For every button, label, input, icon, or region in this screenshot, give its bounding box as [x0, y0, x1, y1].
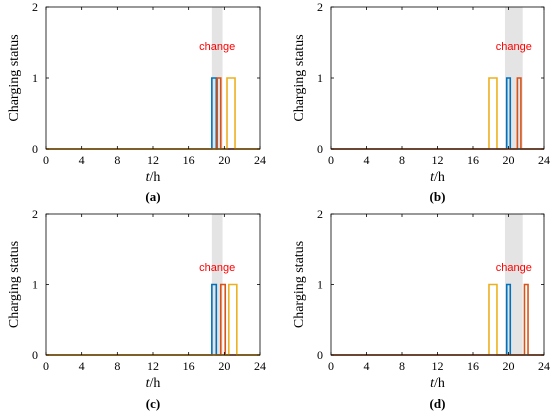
y-tick-label: 0: [32, 348, 38, 362]
panel-caption: (d): [430, 396, 446, 411]
y-tick-label: 0: [32, 142, 38, 156]
x-tick-label: 0: [328, 359, 334, 373]
x-axis-label: t/h: [430, 376, 445, 391]
x-axis-label: t/h: [146, 170, 161, 185]
x-tick-label: 24: [538, 153, 550, 167]
x-tick-label: 8: [114, 359, 120, 373]
x-tick-label: 12: [432, 359, 444, 373]
y-tick-label: 2: [32, 207, 38, 221]
series-line-1: [46, 77, 260, 150]
change-annotation: change: [496, 262, 532, 274]
x-axis-label-var: t: [430, 376, 435, 391]
series-line-2: [46, 77, 260, 150]
x-tick-label: 0: [328, 153, 334, 167]
x-tick-label: 8: [114, 153, 120, 167]
change-region: [504, 7, 523, 149]
x-axis-label-var: t: [146, 376, 151, 391]
x-tick-label: 20: [218, 359, 230, 373]
x-tick-label: 4: [79, 359, 85, 373]
x-tick-label: 16: [183, 153, 195, 167]
y-tick-label: 2: [317, 0, 323, 14]
panel-caption: (b): [430, 189, 446, 204]
y-tick-label: 2: [32, 0, 38, 14]
x-tick-label: 16: [467, 153, 479, 167]
x-tick-label: 0: [43, 153, 49, 167]
x-tick-label: 4: [364, 153, 370, 167]
y-axis-label: Charging status: [292, 241, 307, 328]
x-axis-label: t/h: [430, 170, 445, 185]
x-tick-label: 0: [43, 359, 49, 373]
axes-frame: [45, 213, 261, 356]
x-tick-label: 8: [399, 153, 405, 167]
x-axis-label: t/h: [146, 376, 161, 391]
x-tick-label: 20: [503, 359, 515, 373]
change-annotation: change: [199, 262, 235, 274]
y-axis-label: Charging status: [292, 34, 307, 121]
panel-caption: (a): [145, 189, 160, 204]
y-tick-label: 0: [317, 142, 323, 156]
x-tick-label: 16: [467, 359, 479, 373]
x-tick-label: 16: [183, 359, 195, 373]
change-annotation: change: [496, 41, 532, 53]
change-region: [211, 214, 223, 355]
x-tick-label: 4: [79, 153, 85, 167]
x-axis-label-unit: /h: [150, 376, 161, 391]
x-tick-label: 20: [503, 153, 515, 167]
y-tick-label: 2: [317, 207, 323, 221]
change-annotation: change: [199, 41, 235, 53]
y-axis-label: Charging status: [7, 34, 22, 121]
series-line-3: [46, 77, 260, 150]
y-axis-label: Charging status: [7, 241, 22, 328]
x-tick-label: 24: [254, 153, 266, 167]
x-tick-label: 20: [218, 153, 230, 167]
series-line-1: [46, 283, 260, 356]
x-tick-label: 12: [432, 153, 444, 167]
y-tick-label: 1: [317, 278, 323, 292]
x-axis-label-unit: /h: [434, 376, 445, 391]
panel-caption: (c): [146, 396, 160, 411]
x-tick-label: 24: [538, 359, 550, 373]
x-tick-label: 24: [254, 359, 266, 373]
x-axis-label-unit: /h: [150, 170, 161, 185]
y-tick-label: 1: [32, 71, 38, 85]
change-region: [504, 214, 523, 355]
y-tick-label: 1: [317, 71, 323, 85]
y-tick-label: 0: [317, 348, 323, 362]
x-tick-label: 12: [147, 153, 159, 167]
x-axis-label-unit: /h: [434, 170, 445, 185]
x-tick-label: 8: [399, 359, 405, 373]
y-tick-label: 1: [32, 278, 38, 292]
x-tick-label: 12: [147, 359, 159, 373]
x-axis-label-var: t: [146, 170, 151, 185]
series-line-3: [46, 283, 260, 356]
x-tick-label: 4: [364, 359, 370, 373]
series-line-2: [46, 283, 260, 356]
x-axis-label-var: t: [430, 170, 435, 185]
